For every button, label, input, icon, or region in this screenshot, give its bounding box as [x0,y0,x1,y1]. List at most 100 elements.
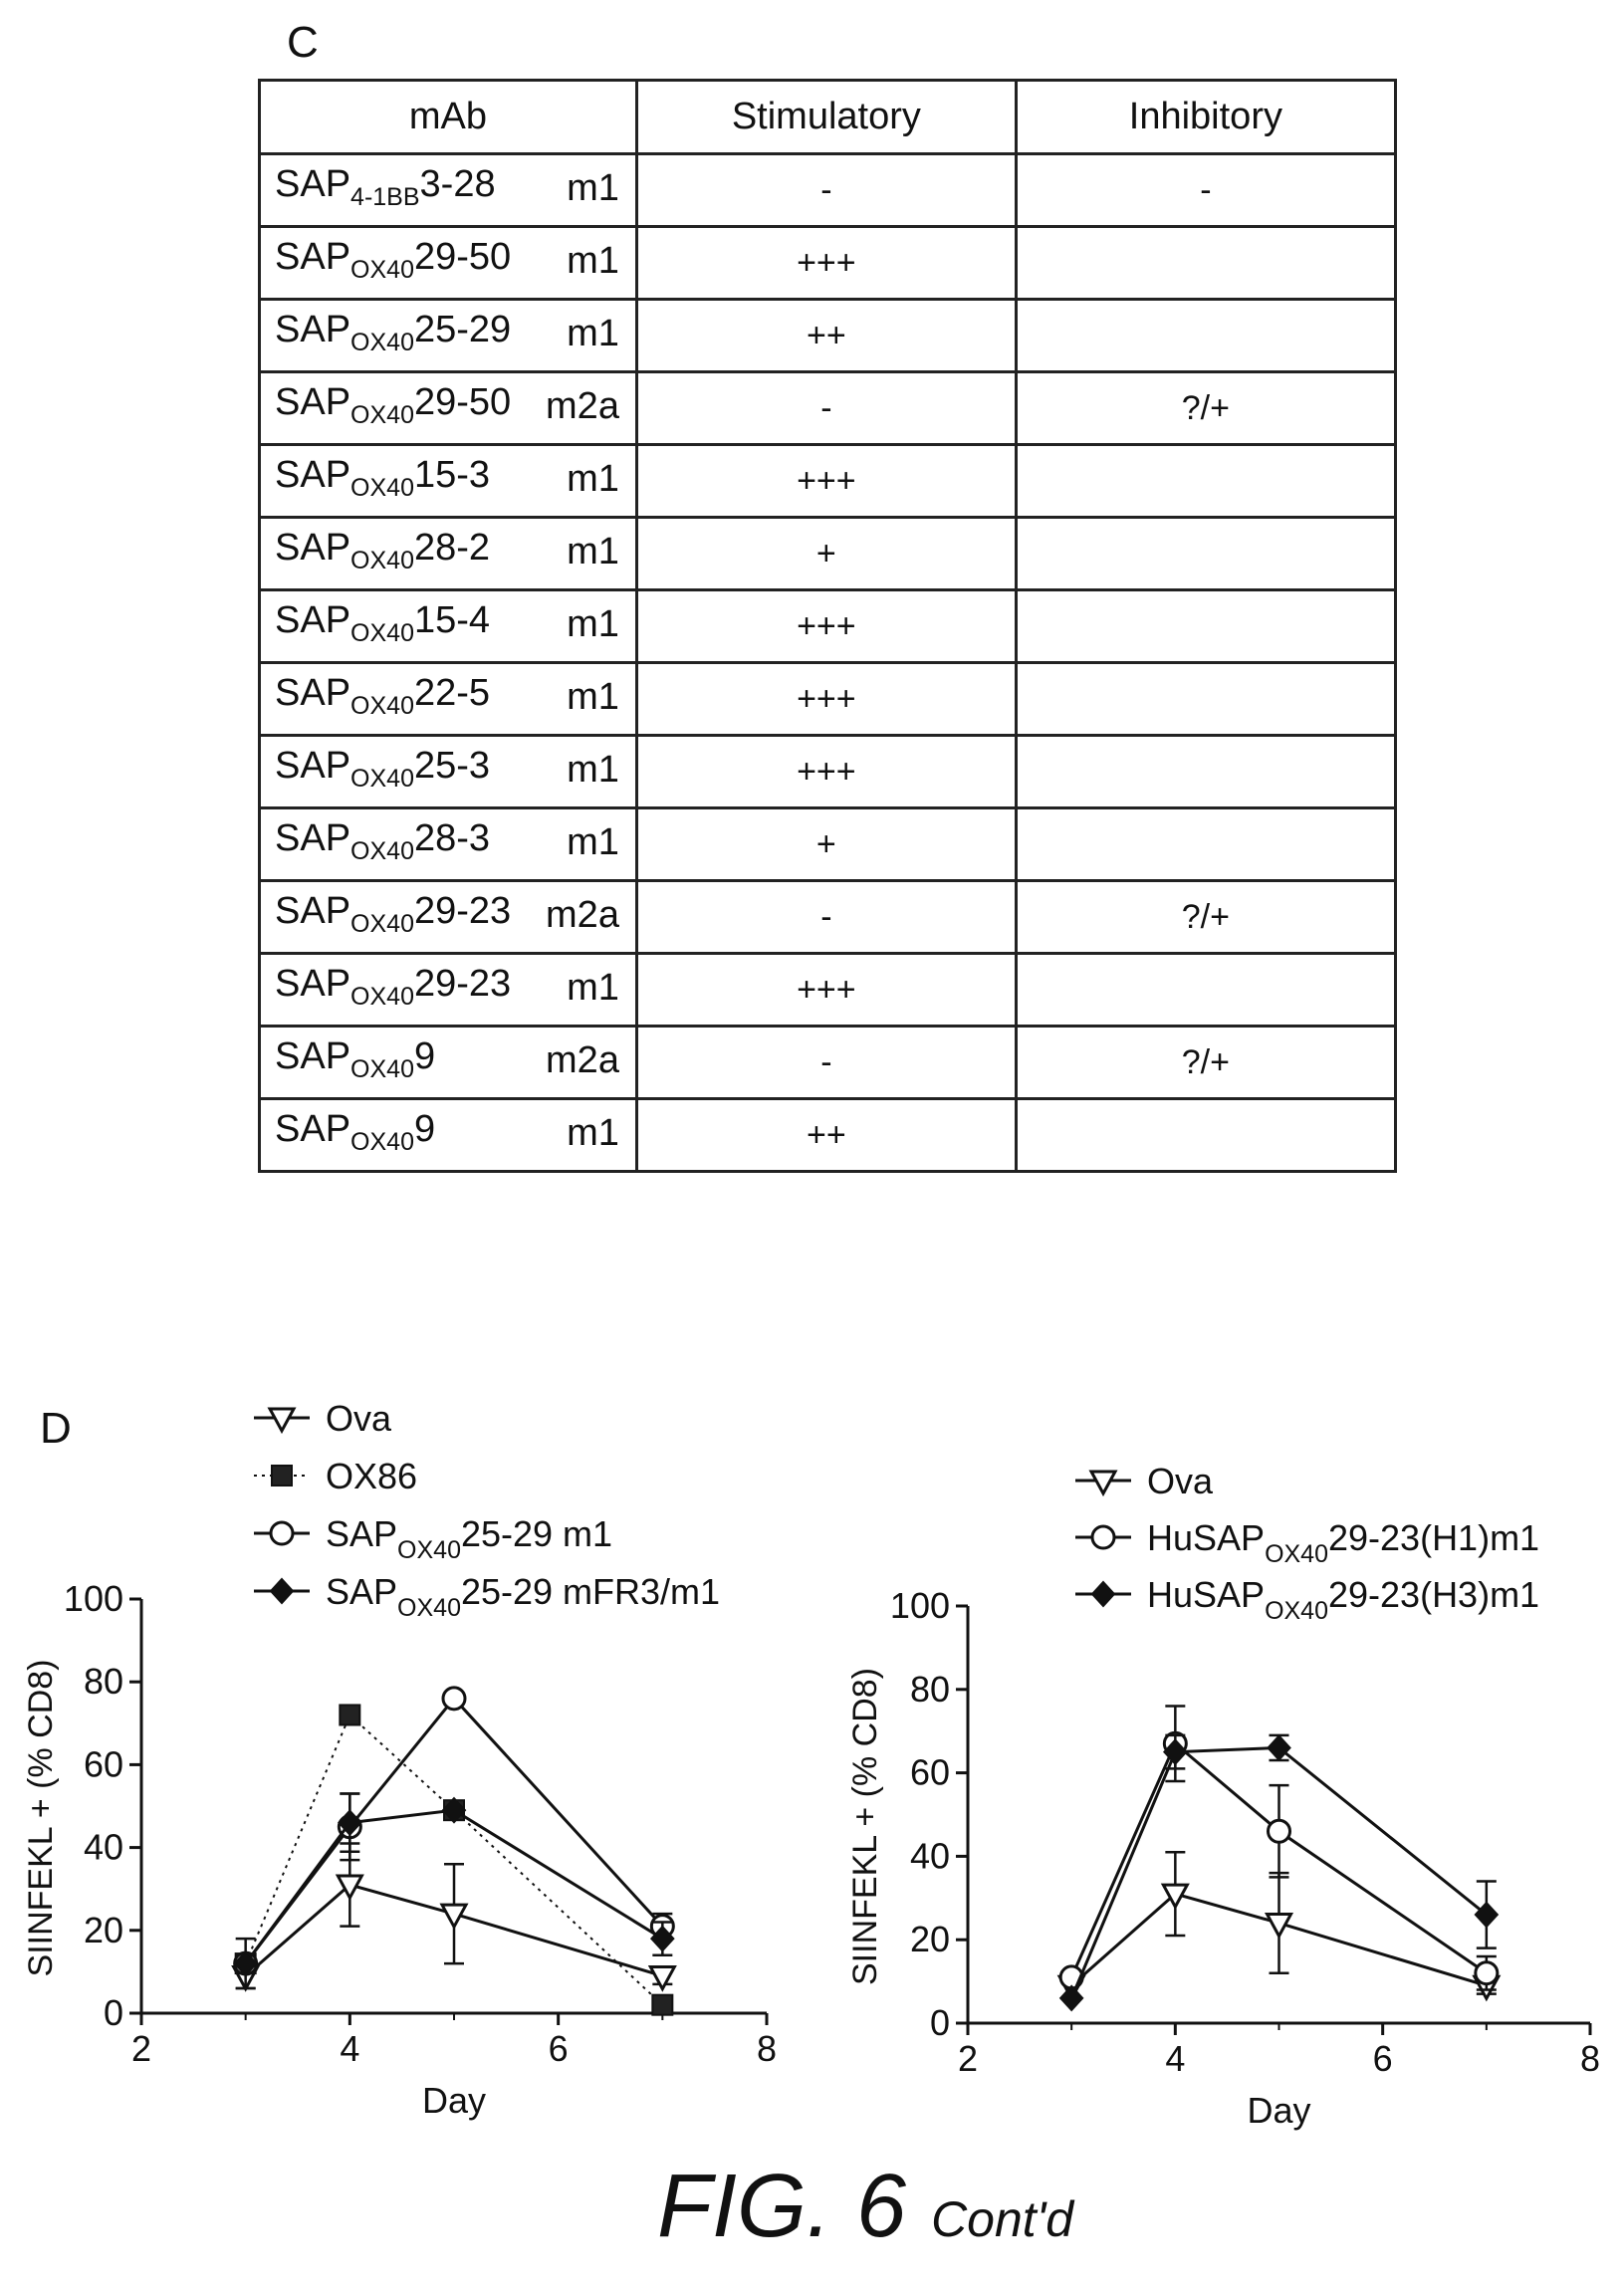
legend-entry: SAPOX4025-29 m1 [254,1513,612,1564]
series-2 [1058,1733,1500,2012]
mab-target: OX40 [350,329,414,356]
table-row: SAPOX4015-3 m1 +++ [258,443,1398,519]
series-line [244,1883,663,1977]
mab-cell: SAPOX4029-23 m2a [258,879,638,955]
table-row: SAPOX409 m2a - ?/+ [258,1025,1398,1100]
legend-label-prefix: Ova [1147,1461,1214,1501]
legend-marker [269,1577,295,1605]
inhibitory-cell [1014,516,1398,591]
stimulatory-cell: +++ [634,952,1018,1028]
mab-name: SAPOX4015-3 [275,454,490,503]
series-line [1069,1740,1488,1978]
data-point [1058,1984,1084,2012]
mab-target: OX40 [350,474,414,502]
legend-label-prefix: HuSAP [1147,1517,1265,1558]
mab-name: SAPOX4028-2 [275,527,490,575]
mab-target: OX40 [350,765,414,793]
y-tick-label: 100 [890,1585,950,1626]
mab-clone: 9 [413,1108,436,1150]
stimulatory-cell: + [634,516,1018,591]
stimulatory-cell: - [634,1025,1018,1100]
x-tick-label: 8 [1580,2038,1600,2079]
y-tick-label: 0 [104,1992,123,2033]
mab-name: SAPOX4029-23 [275,963,511,1012]
mab-prefix: SAP [275,163,351,205]
legend-label: SAPOX4025-29 m1 [326,1513,612,1564]
legend-label-suffix: 25-29 mFR3/m1 [461,1571,720,1612]
mab-cell: SAPOX409 m1 [258,1097,638,1173]
data-point [337,1814,362,1840]
mab-isotype: m1 [567,167,619,209]
mab-isotype: m1 [567,603,619,645]
series-line [1070,1892,1488,1987]
legend-label-sub: OX40 [397,1536,461,1564]
mab-prefix: SAP [275,236,351,278]
data-point [339,1704,361,1726]
mab-target: OX40 [350,692,414,720]
y-tick-label: 20 [84,1910,123,1950]
data-point [649,1925,675,1952]
y-tick-label: 60 [84,1743,123,1784]
mab-isotype: m2a [546,1039,619,1081]
data-point [651,1993,674,2016]
mab-name: SAPOX409 [275,1108,435,1157]
table-row: SAPOX4029-50 m1 +++ [258,225,1398,301]
stimulatory-cell: +++ [634,225,1018,301]
data-point [439,1903,469,1931]
mab-name: SAPOX4015-4 [275,599,490,648]
mab-name: SAPOX4028-3 [275,817,490,866]
mab-prefix: SAP [275,963,351,1005]
mab-clone: 25-29 [413,309,512,350]
table-row: SAPOX4029-23 m2a - ?/+ [258,879,1398,955]
mab-name: SAPOX409 [275,1035,435,1084]
mab-cell: SAPOX4015-4 m1 [258,588,638,664]
mab-prefix: SAP [275,309,351,350]
mab-prefix: SAP [275,599,351,641]
legend-entry: HuSAPOX4029-23(H3)m1 [1075,1574,1539,1625]
legend-marker [1090,1580,1116,1608]
inhibitory-cell: - [1014,152,1398,228]
mab-isotype: m1 [567,458,619,500]
mab-isotype: m1 [567,313,619,354]
mab-prefix: SAP [275,527,351,569]
data-point [1264,1912,1294,1940]
inhibitory-cell [1014,298,1398,373]
legend-label-sub: OX40 [1265,1597,1328,1625]
y-tick-label: 80 [84,1661,123,1702]
stimulatory-cell: +++ [634,588,1018,664]
mab-cell: SAPOX409 m2a [258,1025,638,1100]
table-row: SAPOX4028-3 m1 + [258,806,1398,882]
mab-target: OX40 [350,256,414,284]
mab-clone: 3-28 [419,163,496,205]
mab-target: OX40 [350,547,414,574]
y-axis-label: SIINFEKL + (% CD8) [846,1668,884,1985]
x-tick-label: 4 [1165,2038,1185,2079]
mab-prefix: SAP [275,1035,351,1077]
mab-target: OX40 [350,619,414,647]
inhibitory-cell [1014,952,1398,1028]
legend-label-prefix: SAP [326,1571,397,1612]
mab-target: OX40 [350,837,414,865]
table-header-row: mAb Stimulatory Inhibitory [258,79,1398,155]
legend-marker [1090,1524,1116,1550]
mab-target: OX40 [350,983,414,1011]
legend-label: HuSAPOX4029-23(H1)m1 [1147,1517,1539,1568]
data-point [1267,1818,1291,1844]
x-tick-label: 8 [757,2028,777,2069]
header-mab: mAb [258,79,638,155]
data-point [441,1796,467,1824]
inhibitory-cell [1014,661,1398,737]
mab-clone: 29-50 [413,381,512,423]
mab-target: OX40 [350,401,414,429]
stimulatory-cell: - [634,370,1018,446]
table-row: SAPOX4022-5 m1 +++ [258,661,1398,737]
mab-prefix: SAP [275,890,351,932]
legend-entry: HuSAPOX4029-23(H1)m1 [1075,1517,1539,1568]
inhibitory-cell [1014,1097,1398,1173]
figure-caption-suffix: Cont'd [931,2191,1074,2247]
data-point [234,1952,257,1975]
series-line [244,1713,664,2006]
mab-name: SAPOX4029-50 [275,381,511,430]
mab-cell: SAPOX4029-50 m2a [258,370,638,446]
data-point [1472,1974,1502,2002]
